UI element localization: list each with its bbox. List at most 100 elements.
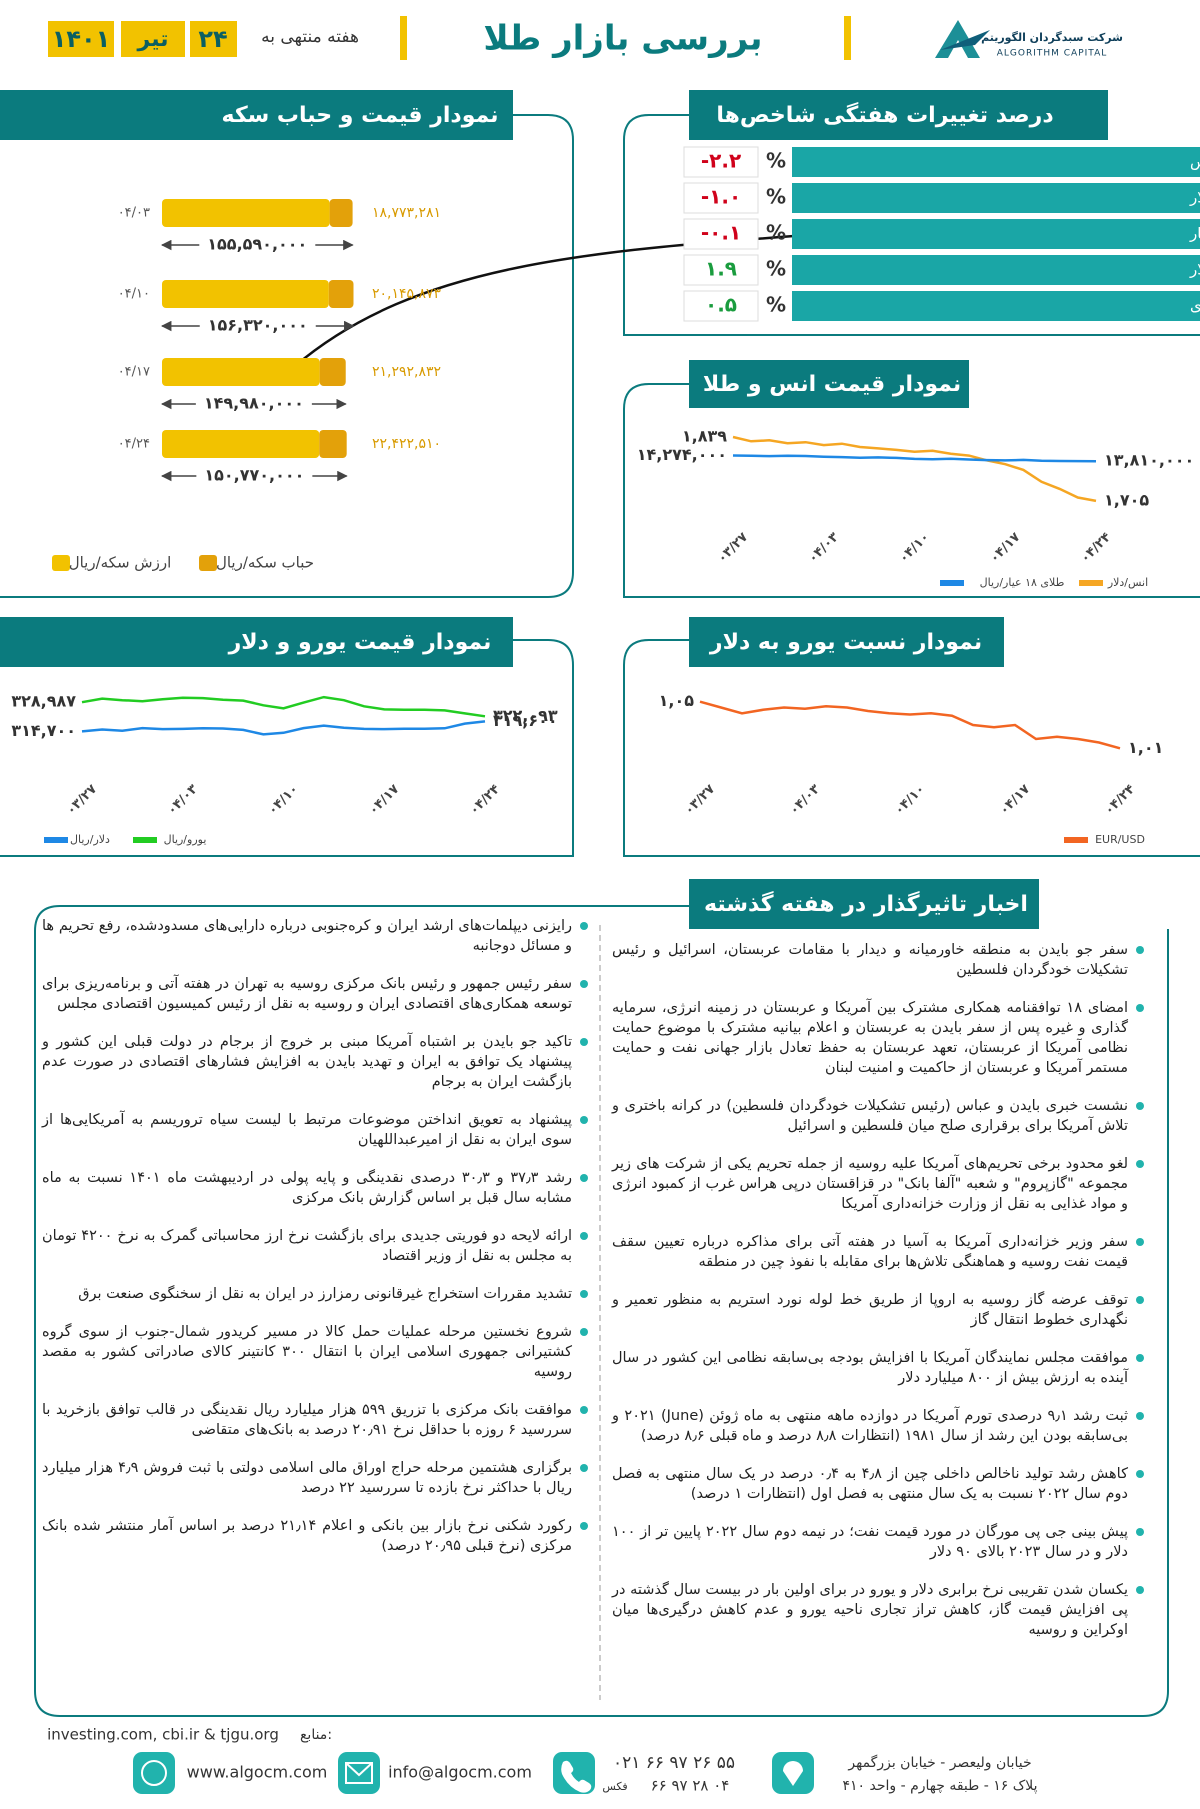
- phone: ۰۲۱ ۶۶ ۹۷ ۲۶ ۵۵: [613, 1753, 735, 1773]
- legend-swatch: [940, 580, 964, 586]
- bar-segment: [162, 199, 330, 227]
- company-name: شرکت سبدگردان الگوریتم: [981, 31, 1123, 44]
- category-label: ۰۴/۲۴: [118, 437, 150, 452]
- bullet: [580, 1522, 588, 1530]
- legend-label: EUR/USD: [1095, 833, 1145, 846]
- date-box: [48, 21, 114, 57]
- news-item: ارائه لایحه دو فوریتی جدیدی برای بازگشت …: [42, 1226, 588, 1266]
- title-tab: [0, 617, 513, 667]
- x-tick-label: ۰۴/۲۴: [1102, 782, 1138, 818]
- value-cell: [683, 290, 759, 322]
- bullet: [580, 1406, 588, 1414]
- name-cell: [792, 291, 1200, 321]
- panel-border: [0, 639, 574, 857]
- news-text: رکورد شکنی نرخ بازار بین بانکی و اعلام ۲…: [42, 1518, 572, 1554]
- legend-swatch: [52, 555, 70, 571]
- news-item: برگزاری هشتمین مرحله حراج اوراق مالی اسل…: [42, 1458, 588, 1498]
- bullet: [580, 1232, 588, 1240]
- news-item: نشست خبری بایدن و عباس (رئیس تشکیلات خود…: [612, 1096, 1144, 1136]
- legend-label: انس/دلار: [1107, 576, 1148, 589]
- bubble-label: ۲۱,۲۹۲,۸۳۲: [372, 364, 441, 380]
- news-text: لغو محدود برخی تحریم‌های آمریکا علیه روس…: [612, 1156, 1128, 1212]
- web-icon: [133, 1752, 175, 1794]
- name-cell: [792, 255, 1200, 285]
- total-label: ۱۴۹,۹۸۰,۰۰۰: [204, 394, 304, 413]
- page-title: بررسی بازار طلا: [483, 19, 762, 59]
- news-text: امضای ۱۸ توافقنامه همکاری مشترک بین آمری…: [612, 1000, 1128, 1076]
- bullet: [1136, 1586, 1144, 1594]
- news-item: لغو محدود برخی تحریم‌های آمریکا علیه روس…: [612, 1154, 1144, 1214]
- bubble-label: ۱۸,۷۷۳,۲۸۱: [372, 205, 441, 221]
- news-text: ارائه لایحه دو فوریتی جدیدی برای بازگشت …: [42, 1228, 573, 1264]
- bullet: [1136, 1160, 1144, 1168]
- news-text: رایزنی دیپلمات‌های ارشد ایران و کره‌جنوب…: [42, 918, 572, 954]
- index-name: اونس: [1190, 153, 1200, 171]
- news-text: توقف عرضه گاز روسیه به اروپا از طریق خط …: [612, 1292, 1128, 1328]
- x-tick-label: ۰۴/۱۰: [892, 782, 928, 818]
- x-tick-label: ۰۴/۰۳: [806, 530, 842, 566]
- news-item: تاکید جو بایدن بر اشتباه آمریکا مبنی بر …: [42, 1032, 588, 1092]
- news-text: کاهش رشد تولید ناخالص داخلی چین از ۴٫۸ ب…: [612, 1466, 1128, 1502]
- change-value: -۰.۱: [701, 221, 741, 245]
- title-tab: [689, 879, 1039, 929]
- x-tick-label: ۰۴/۱۷: [987, 530, 1023, 566]
- legend-swatch: [44, 837, 68, 843]
- legend-swatch: [199, 555, 217, 571]
- news-item: رکورد شکنی نرخ بازار بین بانکی و اعلام ۲…: [42, 1516, 588, 1556]
- x-tick-label: ۰۴/۰۳: [165, 782, 201, 818]
- value-label: ۳۲۸,۹۸۷: [11, 692, 76, 711]
- bar-segment: [162, 280, 329, 308]
- phone-icon-glyph: [561, 1760, 592, 1793]
- bullet: [1136, 1470, 1144, 1478]
- bar-segment: [319, 358, 346, 386]
- bullet: [1136, 1412, 1144, 1420]
- bullet: [1136, 1296, 1144, 1304]
- legend-swatch: [1079, 580, 1103, 586]
- panel-title: درصد تغییرات هفتگی شاخص‌ها: [716, 101, 1053, 128]
- mail-icon-glyph: [345, 1762, 373, 1784]
- category-label: ۰۴/۰۳: [118, 206, 150, 221]
- label-bg: [195, 394, 312, 414]
- news-item: توقف عرضه گاز روسیه به اروپا از طریق خط …: [612, 1290, 1144, 1330]
- news-text: پیشنهاد به تعویق انداختن موضوعات مرتبط ب…: [42, 1112, 572, 1148]
- x-tick-label: ۰۴/۲۴: [1078, 530, 1114, 566]
- bullet: [1136, 1528, 1144, 1536]
- news-text: موافقت مجلس نمایندگان آمریکا با افزایش ب…: [612, 1350, 1128, 1386]
- news-item: تشدید مقررات استخراج غیرقانونی رمزارز در…: [42, 1284, 588, 1304]
- line: [732, 435, 1097, 503]
- value-cell: [683, 218, 759, 250]
- unit: %: [766, 221, 786, 245]
- label-bg: [196, 466, 313, 486]
- line: [81, 695, 486, 718]
- news-text: موافقت بانک مرکزی با تزریق ۵۹۹ هزار میلی…: [42, 1402, 572, 1438]
- date-box: [190, 21, 237, 57]
- bullet: [580, 922, 588, 930]
- news-text: رشد ۳۷٫۳ و ۳۰٫۳ درصدی نقدینگی و پایه پول…: [42, 1170, 572, 1206]
- unit: %: [766, 293, 786, 317]
- mail-icon: [338, 1752, 380, 1794]
- logo-accent: [940, 30, 990, 50]
- panel-border: [34, 905, 1169, 1717]
- legend-label: طلای ۱۸ عیار/ریال: [980, 576, 1065, 589]
- bullet: [580, 1290, 588, 1298]
- website: www.algocm.com: [187, 1763, 328, 1782]
- news-column: سفر جو بایدن به منطقه خاورمیانه و دیدار …: [612, 940, 1144, 1658]
- line: [699, 700, 1121, 750]
- index-name: نسبت یورو به دلار: [1189, 189, 1200, 207]
- x-tick-label: ۰۳/۲۷: [715, 530, 751, 566]
- company-name-en: ALGORITHM CAPITAL: [997, 49, 1108, 59]
- index-name: قیمت طلای ۱۸ عیار: [1189, 225, 1200, 243]
- value-label: ۱,۷۰۵: [1104, 490, 1149, 509]
- value-label: ۳۱۴,۷۰۰: [11, 721, 76, 740]
- bubble-label: ۲۲,۴۲۲,۵۱۰: [372, 436, 441, 452]
- bullet: [1136, 1102, 1144, 1110]
- email: info@algocm.com: [388, 1763, 532, 1782]
- x-tick-label: ۰۴/۲۴: [467, 782, 503, 818]
- value-label: ۱۳,۸۱۰,۰۰۰: [1104, 451, 1194, 470]
- x-tick-label: ۰۴/۱۷: [997, 782, 1033, 818]
- panel-border: [0, 114, 574, 598]
- name-cell: [792, 219, 1200, 249]
- bullet: [580, 1464, 588, 1472]
- news-item: یکسان شدن تقریبی نرخ برابری دلار و یورو …: [612, 1580, 1144, 1640]
- date-month: تیر: [137, 27, 169, 52]
